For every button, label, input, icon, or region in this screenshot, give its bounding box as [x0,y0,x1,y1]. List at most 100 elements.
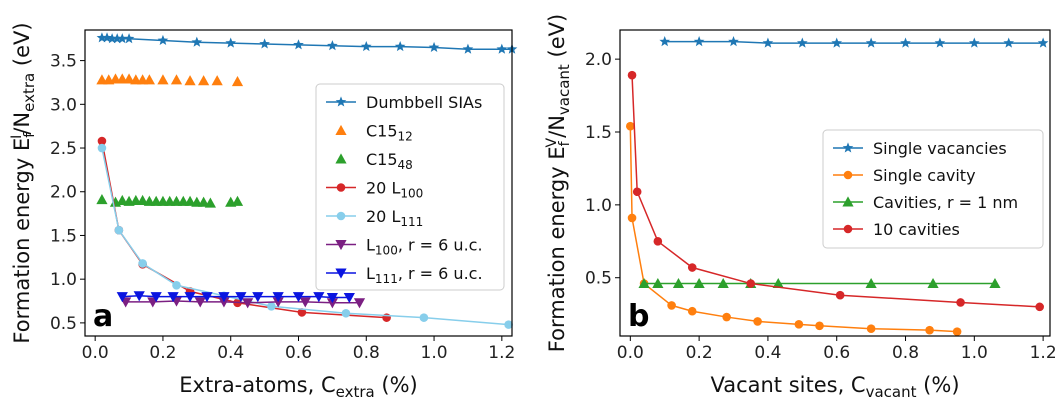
x-axis-label-unit: (%) [375,373,418,397]
x-tick-label: 0.6 [823,343,850,363]
data-point [865,277,877,289]
legend-label-main: 10 cavities [873,220,960,239]
series-6 [116,291,355,304]
data-point [394,41,406,52]
data-point [194,297,206,308]
y-tick-label: 0.5 [50,314,77,334]
data-point [360,41,372,52]
data-point [627,213,637,223]
x-axis-label: Vacant sites, Cvacant (%) [710,373,959,401]
y-axis-label: Formation energy EfI/Nextra (eV) [9,22,38,343]
x-tick-label: 0.0 [82,343,109,363]
data-point [627,70,637,80]
legend-label-main: Dumbbell SIAs [366,93,482,112]
legend-label: Dumbbell SIAs [366,93,482,112]
chart-panel-b: 0.0 0.2 0.4 0.6 0.8 1.0 1.2 0.5 1.0 1.5 2.0 b Vacant… [544,14,1057,401]
data-point [191,36,203,47]
legend-label-main: Single vacancies [873,139,1007,158]
data-point [204,197,216,208]
data-point [97,143,107,153]
data-point [272,297,284,308]
data-point [252,292,264,303]
y-tick-label: 1.0 [50,270,77,290]
data-point [123,33,135,44]
data-point [831,37,843,48]
data-point [137,194,149,205]
data-point [687,306,697,316]
data-point [1037,37,1049,48]
data-point [157,34,169,46]
legend-label-main: Cavities, r = 1 nm [873,193,1018,212]
data-point [218,292,230,303]
data-point [327,40,338,51]
data-point [97,136,107,146]
legend-label-main: C15 [366,122,398,141]
series-1 [626,121,962,336]
legend-label-subscript: 111 [375,272,398,286]
legend-label: L111, r = 6 u.c. [366,264,483,286]
series-1 [96,73,244,87]
data-point [167,292,179,303]
data-point [934,37,946,48]
legend-label-tail: , r = 6 u.c. [398,236,483,255]
x-tick-label: 1.0 [961,343,988,363]
data-point [101,32,113,43]
legend-marker [842,142,854,153]
legend-label-main: 20 L [366,179,400,198]
data-point [672,277,685,289]
legend-label: Cavities, r = 1 nm [873,193,1018,212]
data-point [428,41,440,53]
y-tick-label: 1.0 [585,196,612,216]
data-point [96,32,108,43]
data-point [1035,302,1044,312]
y-tick-label: 2.0 [585,50,612,70]
legend-label: 20 L111​ [366,207,423,229]
data-point [753,317,762,326]
legend-marker [336,211,346,221]
legend-marker [336,183,346,192]
data-point [794,320,804,329]
chart-panel-a: 0.0 0.2 0.4 0.6 0.8 1.0 1.2 0.5 1.0 1.5 2.0 2.5 3.0 3… [9,22,518,401]
data-point [116,194,128,205]
data-point [722,312,731,322]
data-point [111,33,123,44]
series-line [631,75,1040,308]
data-point [717,277,729,289]
y-axis-label-superscript: I [9,135,25,139]
data-point [242,298,254,309]
x-tick-label: 0.2 [149,343,176,363]
data-point [299,297,311,308]
data-point [653,236,663,246]
legend-marker [335,240,347,251]
data-point [632,187,642,197]
legend-label: 20 L100​ [366,179,423,201]
data-point [693,277,705,289]
data-point [326,293,338,304]
data-point [866,324,876,334]
data-point [925,325,934,335]
data-point [143,74,155,85]
data-point [496,43,508,54]
y-axis-label-subscript: extra [20,73,38,112]
data-point [201,292,213,303]
y-axis-label-per: /N [545,115,569,138]
series-0 [96,32,518,54]
data-point [900,37,911,48]
data-point [865,37,877,48]
y-tick-label: 3.0 [50,95,77,115]
legend-marker [335,153,347,164]
data-point [150,292,162,303]
data-point [313,292,325,303]
y-axis-label-superscript: V [544,137,560,147]
data-point [267,301,276,311]
y-axis-label-per: /N [10,112,34,135]
legend-entry: Single vacancies [833,139,1007,158]
legend-label: Single vacancies [873,139,1007,158]
data-point [626,121,635,131]
data-point [225,37,237,48]
data-point [114,225,124,235]
data-point [815,321,824,331]
legend-label-subscript: 12 [398,130,413,144]
data-point [687,263,697,272]
